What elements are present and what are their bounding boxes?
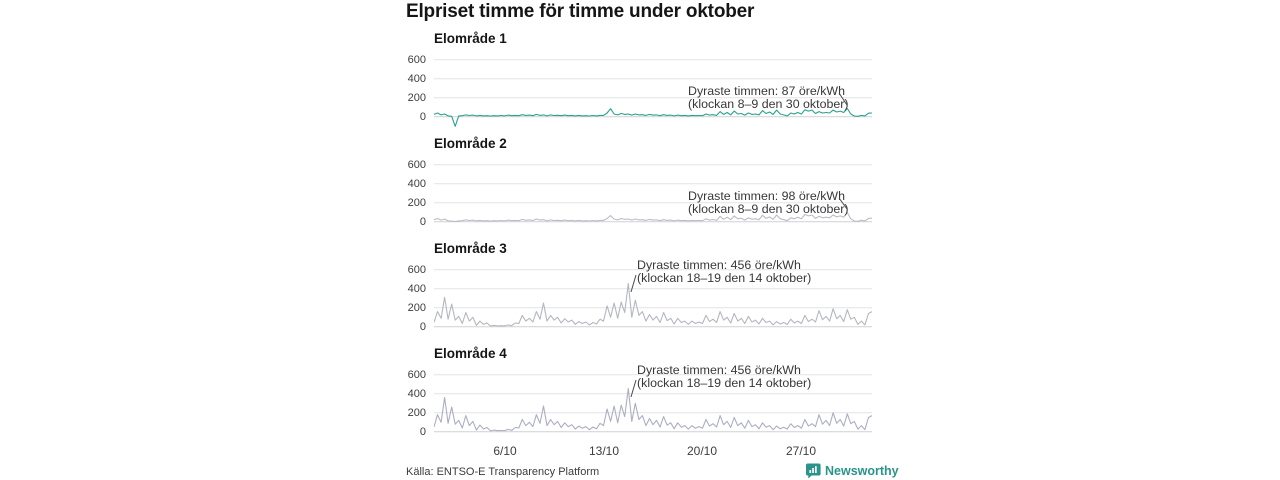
annotation-pointer-icon <box>630 379 637 398</box>
chart-elomrade-3: 600 400 200 0 <box>406 264 876 344</box>
annotation-line: Dyraste timmen: 456 öre/kWh <box>637 258 801 272</box>
line-chart-area-1 <box>434 59 872 127</box>
line-chart-area-2 <box>434 164 872 223</box>
annotation-line: Dyraste timmen: 456 öre/kWh <box>637 363 801 377</box>
chart-elomrade-4: 600 400 200 0 <box>406 369 876 449</box>
newsworthy-text: Newsworthy <box>825 464 899 478</box>
x-tick-label: 20/10 <box>686 444 718 458</box>
annotation-line: (klockan 8–9 den 30 oktober) <box>688 201 849 216</box>
y-tick-label: 600 <box>407 369 426 381</box>
chart-title-elomrade-2: Elområde 2 <box>434 136 507 151</box>
annotation-line: Dyraste timmen: 87 öre/kWh <box>688 84 845 98</box>
annotation-line: Dyraste timmen: 98 öre/kWh <box>688 189 845 203</box>
x-tick-label: 6/10 <box>493 444 517 458</box>
x-tick-label: 13/10 <box>588 444 620 458</box>
newsworthy-icon <box>806 463 821 479</box>
y-tick-label: 400 <box>407 388 426 400</box>
y-tick-label: 200 <box>407 197 426 209</box>
annotation-pointer-icon <box>838 197 848 210</box>
annotation-line: (klockan 8–9 den 30 oktober) <box>688 96 849 111</box>
price-line <box>434 211 872 223</box>
annotation-max-price-4: Dyraste timmen: 456 öre/kWh (klockan 18–… <box>637 364 811 390</box>
y-tick-label: 0 <box>419 426 426 438</box>
y-tick-label: 400 <box>407 283 426 295</box>
line-chart-area-4 <box>434 374 872 433</box>
y-tick-label: 0 <box>419 216 426 228</box>
chart-title-elomrade-4: Elområde 4 <box>434 346 507 361</box>
y-tick-label: 200 <box>407 407 426 419</box>
y-tick-label: 600 <box>407 54 426 66</box>
annotation-max-price-3: Dyraste timmen: 456 öre/kWh (klockan 18–… <box>637 259 811 285</box>
y-tick-label: 200 <box>407 92 426 104</box>
y-tick-label: 0 <box>419 111 426 123</box>
newsworthy-logo[interactable]: Newsworthy <box>806 463 899 479</box>
annotation-pointer-icon <box>630 274 637 293</box>
y-tick-label: 200 <box>407 302 426 314</box>
y-tick-label: 400 <box>407 178 426 190</box>
annotation-pointer-icon <box>838 92 848 106</box>
chart-title-elomrade-1: Elområde 1 <box>434 31 507 46</box>
y-tick-label: 400 <box>407 73 426 85</box>
page-title: Elpriset timme för timme under oktober <box>406 1 755 22</box>
annotation-line: (klockan 18–19 den 14 oktober) <box>637 270 812 285</box>
y-tick-label: 0 <box>419 321 426 333</box>
price-line <box>434 282 872 327</box>
y-tick-label: 600 <box>407 264 426 276</box>
price-line <box>434 107 872 127</box>
x-tick-label: 27/10 <box>785 444 817 458</box>
annotation-max-price-2: Dyraste timmen: 98 öre/kWh (klockan 8–9 … <box>688 190 849 216</box>
annotation-max-price-1: Dyraste timmen: 87 öre/kWh (klockan 8–9 … <box>688 85 849 111</box>
annotation-line: (klockan 18–19 den 14 oktober) <box>637 375 812 390</box>
y-tick-label: 600 <box>407 159 426 171</box>
chart-title-elomrade-3: Elområde 3 <box>434 241 507 256</box>
chart-elomrade-2: 600 400 200 0 <box>406 159 876 239</box>
line-chart-area-3 <box>434 269 872 328</box>
source-note: Källa: ENTSO-E Transparency Platform <box>406 466 600 478</box>
price-line <box>434 387 872 432</box>
chart-elomrade-1: 600 400 200 0 <box>406 54 876 134</box>
